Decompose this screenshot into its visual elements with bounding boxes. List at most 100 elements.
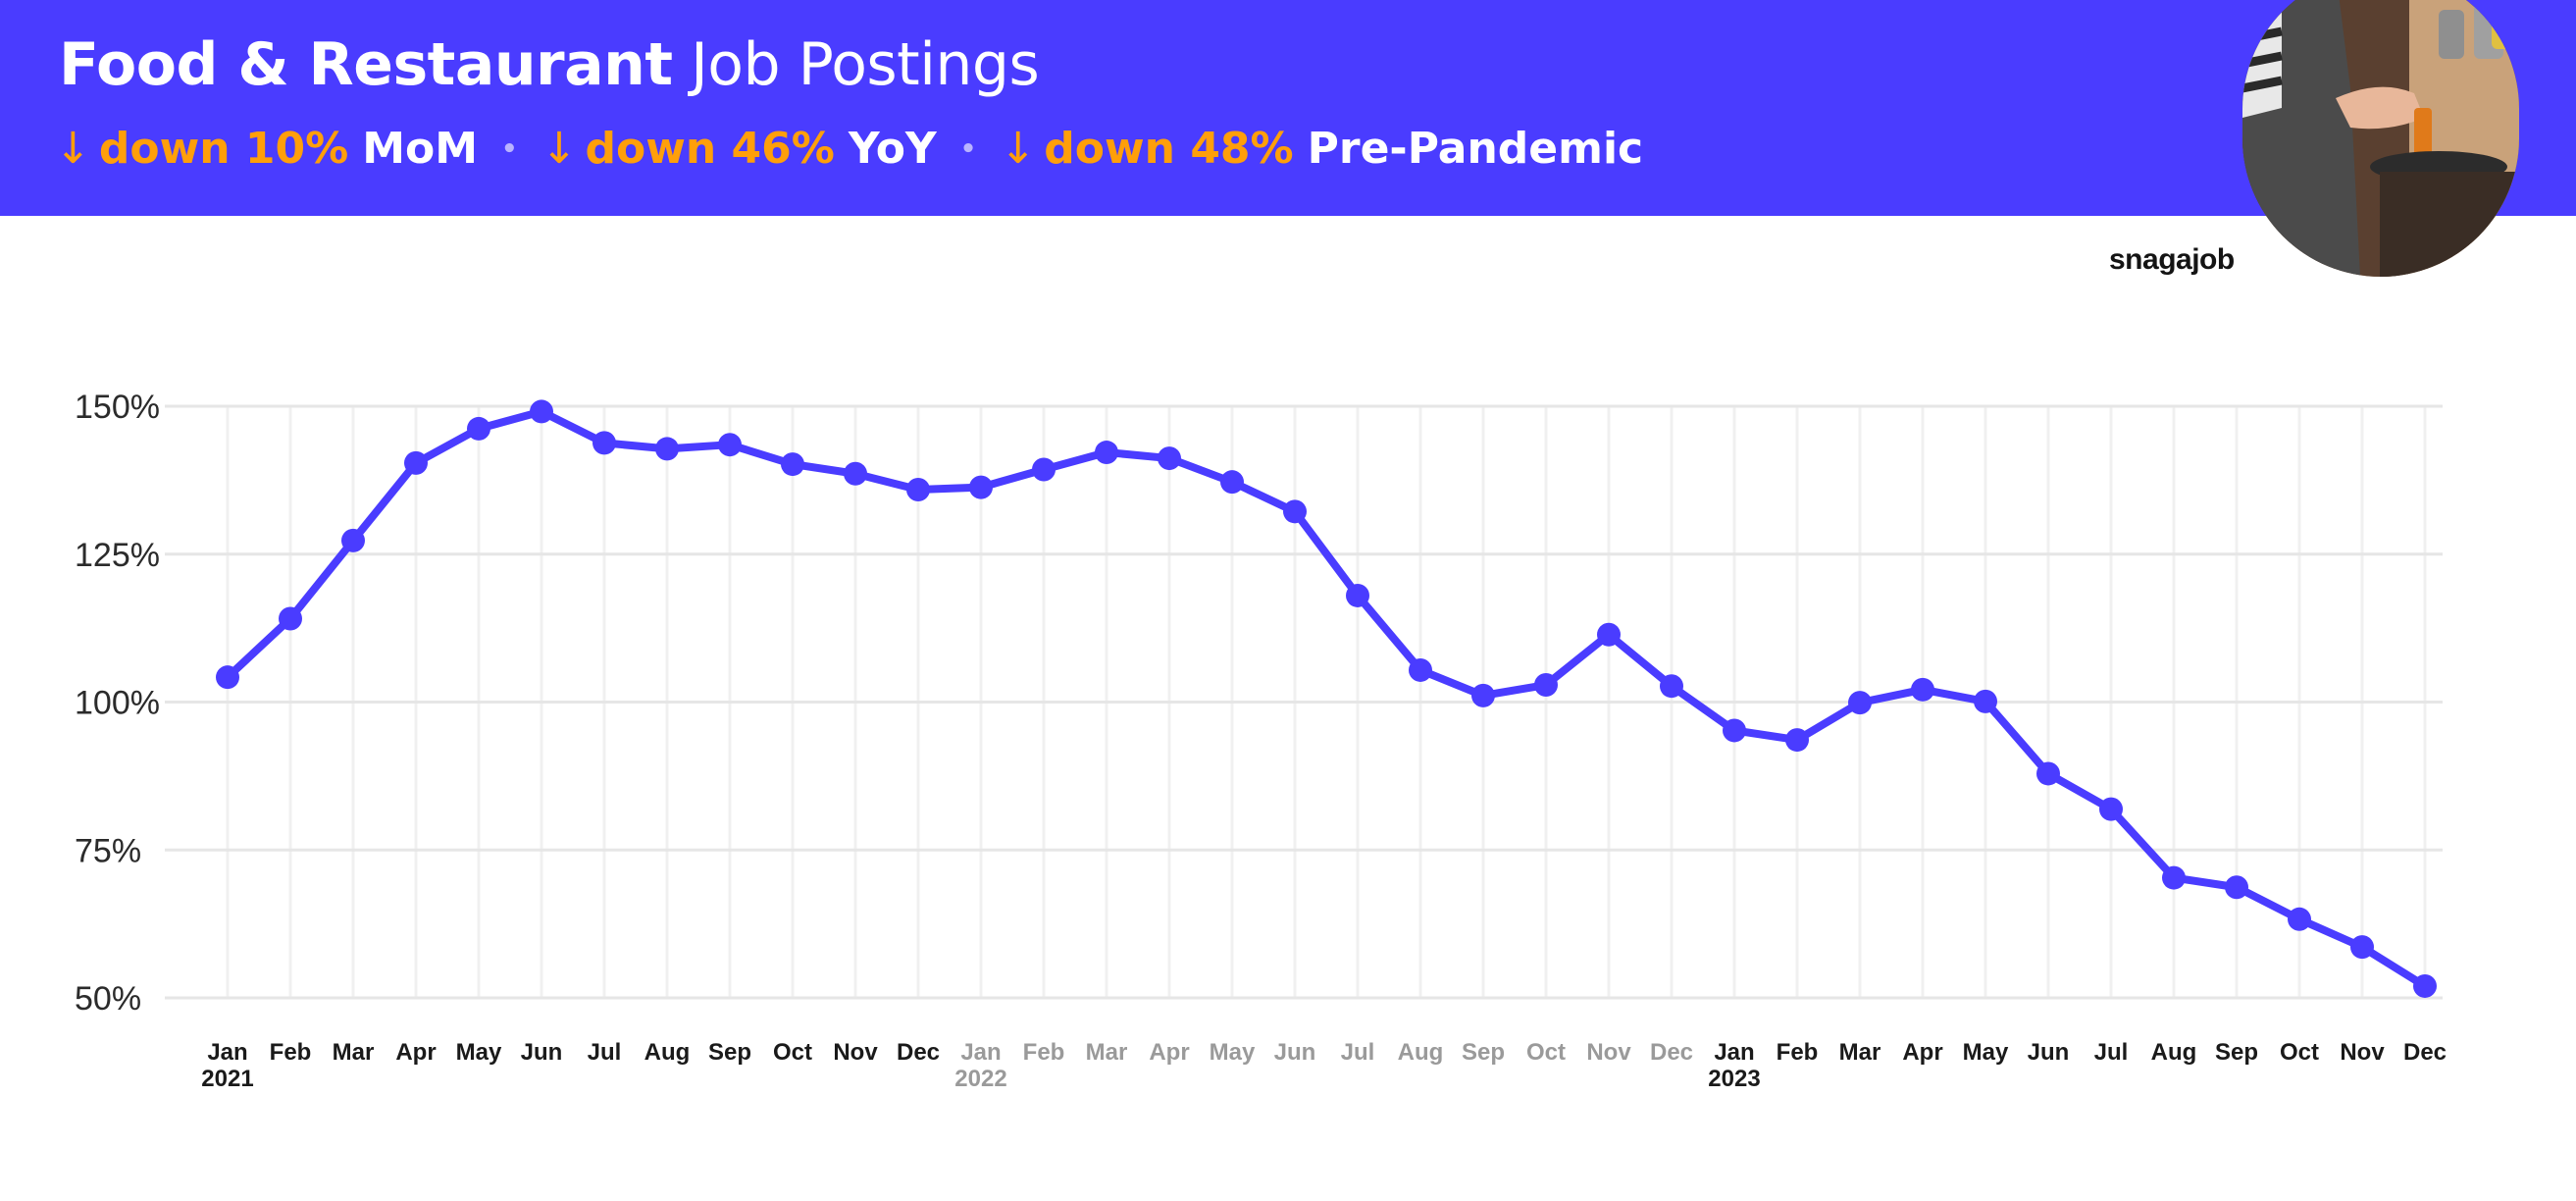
horizontal-gridlines (165, 404, 2443, 1000)
header-banner (0, 0, 2576, 216)
page-title: Food & Restaurant Job Postings (59, 35, 1040, 94)
x-tick-label: Mar (333, 1039, 375, 1066)
x-tick-label: Jun (521, 1039, 563, 1066)
data-point (1158, 446, 1181, 471)
data-point (1283, 499, 1307, 524)
x-tick-label: Apr (1149, 1039, 1189, 1066)
data-point (2288, 907, 2311, 931)
x-tick-label: Jul (588, 1039, 622, 1066)
data-point (1471, 683, 1495, 707)
stat-label: MoM (362, 124, 479, 174)
stat-pre-pandemic: ↓ down 48% Pre-Pandemic (1000, 128, 1643, 171)
x-tick-label: Apr (1902, 1039, 1942, 1066)
job-postings-series (224, 407, 2429, 990)
y-tick-label: 100% (75, 685, 160, 722)
x-tick-label: Nov (1586, 1039, 1631, 1066)
separator-dot: • (959, 134, 977, 164)
x-tick-label: Jul (1341, 1039, 1375, 1066)
data-point (467, 416, 490, 441)
x-tick-label: Dec (1650, 1039, 1693, 1066)
stat-mom: ↓ down 10% MoM (55, 128, 478, 171)
x-axis-year-labels: 2021 2022 2023 (201, 1066, 1760, 1092)
x-tick-label: Aug (1398, 1039, 1444, 1066)
snagajob-logo: snagajob (2109, 243, 2235, 276)
x-tick-label: Oct (2280, 1039, 2319, 1066)
data-point (1220, 470, 1244, 495)
title-subject: Job Postings (691, 30, 1040, 99)
stat-label: YoY (848, 124, 937, 174)
x-axis-tick-labels: Jan Feb Mar Apr May Jun Jul Aug Sep Oct Nov Dec Jan F… (207, 1039, 2447, 1066)
y-axis-tick-labels: 50% 75% 100% 125% 150% (75, 389, 160, 1018)
data-point (592, 431, 616, 455)
data-point (1534, 673, 1558, 698)
x-tick-label: Feb (270, 1039, 312, 1066)
stats-row: ↓ down 10% MoM • ↓ down 46% YoY • ↓ down… (55, 128, 1643, 171)
stat-change: down 46% (585, 124, 835, 174)
down-arrow-icon: ↓ (55, 124, 91, 174)
data-point (1848, 691, 1872, 715)
title-category: Food & Restaurant (59, 30, 673, 99)
restaurant-worker-photo (2242, 0, 2519, 277)
x-tick-label: Feb (1023, 1039, 1065, 1066)
data-point (655, 437, 679, 461)
data-point (1723, 718, 1746, 743)
y-tick-label: 150% (75, 389, 160, 426)
data-point (1785, 728, 1809, 753)
data-point (1597, 622, 1621, 647)
data-point (718, 433, 742, 457)
x-tick-label: Jun (1274, 1039, 1316, 1066)
data-point (1974, 689, 1997, 713)
data-point (2225, 875, 2248, 900)
x-tick-label: Jun (2028, 1039, 2070, 1066)
stat-label: Pre-Pandemic (1307, 124, 1644, 174)
data-point (404, 450, 428, 475)
data-point (1660, 674, 1683, 699)
data-point (216, 665, 239, 690)
down-arrow-icon: ↓ (541, 124, 578, 174)
x-tick-label: Nov (833, 1039, 878, 1066)
data-point (341, 528, 365, 552)
data-point (2036, 761, 2060, 786)
separator-dot: • (501, 134, 518, 164)
x-tick-label: Dec (897, 1039, 940, 1066)
x-tick-label: May (1210, 1039, 1256, 1066)
x-tick-label: Oct (1526, 1039, 1566, 1066)
x-tick-label: Jan (207, 1039, 247, 1066)
x-tick-label: Nov (2340, 1039, 2385, 1066)
x-tick-label: Jan (1714, 1039, 1754, 1066)
stat-change: down 10% (98, 124, 349, 174)
y-tick-label: 125% (75, 537, 160, 574)
x-tick-label: May (456, 1039, 502, 1066)
y-tick-label: 50% (75, 980, 141, 1018)
x-tick-label: Sep (708, 1039, 751, 1066)
data-point (279, 606, 302, 631)
down-arrow-icon: ↓ (1000, 124, 1037, 174)
stat-yoy: ↓ down 46% YoY (541, 128, 937, 171)
x-tick-label: Mar (1086, 1039, 1128, 1066)
x-tick-label: Feb (1777, 1039, 1819, 1066)
x-tick-label: Jan (960, 1039, 1001, 1066)
x-year-label: 2022 (954, 1066, 1006, 1092)
data-point (530, 399, 553, 424)
data-point (2099, 797, 2123, 821)
data-point (844, 461, 867, 486)
data-point (906, 478, 930, 502)
y-tick-label: 75% (75, 832, 141, 869)
data-point (1409, 657, 1432, 682)
x-tick-label: Oct (773, 1039, 812, 1066)
data-point (2413, 973, 2437, 998)
x-tick-label: May (1963, 1039, 2009, 1066)
x-tick-label: Apr (395, 1039, 436, 1066)
x-tick-label: Aug (2151, 1039, 2197, 1066)
photo-illustration (2242, 0, 2519, 277)
stat-change: down 48% (1044, 124, 1294, 174)
x-tick-label: Dec (2403, 1039, 2447, 1066)
data-point (1346, 583, 1369, 607)
series-line (224, 407, 2429, 990)
x-tick-label: Mar (1839, 1039, 1881, 1066)
data-point (1095, 441, 1118, 465)
data-point (2350, 935, 2374, 960)
x-year-label: 2021 (201, 1066, 253, 1092)
x-tick-label: Sep (1462, 1039, 1505, 1066)
